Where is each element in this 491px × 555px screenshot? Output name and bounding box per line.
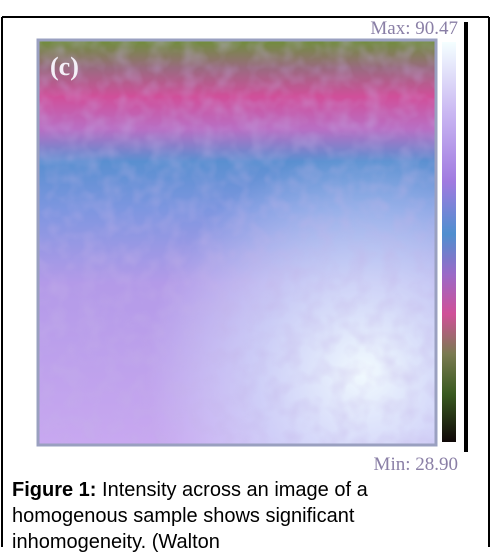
colorbar-max: Max: 90.47 — [370, 18, 458, 39]
panel-label: (c) — [50, 52, 79, 81]
caption-label: Figure 1: — [12, 479, 97, 501]
colorbar-min: Min: 28.90 — [374, 454, 458, 475]
caption: Figure 1: Intensity across an image of a… — [12, 477, 467, 555]
colorbar — [442, 42, 456, 442]
heatmap — [36, 38, 438, 447]
